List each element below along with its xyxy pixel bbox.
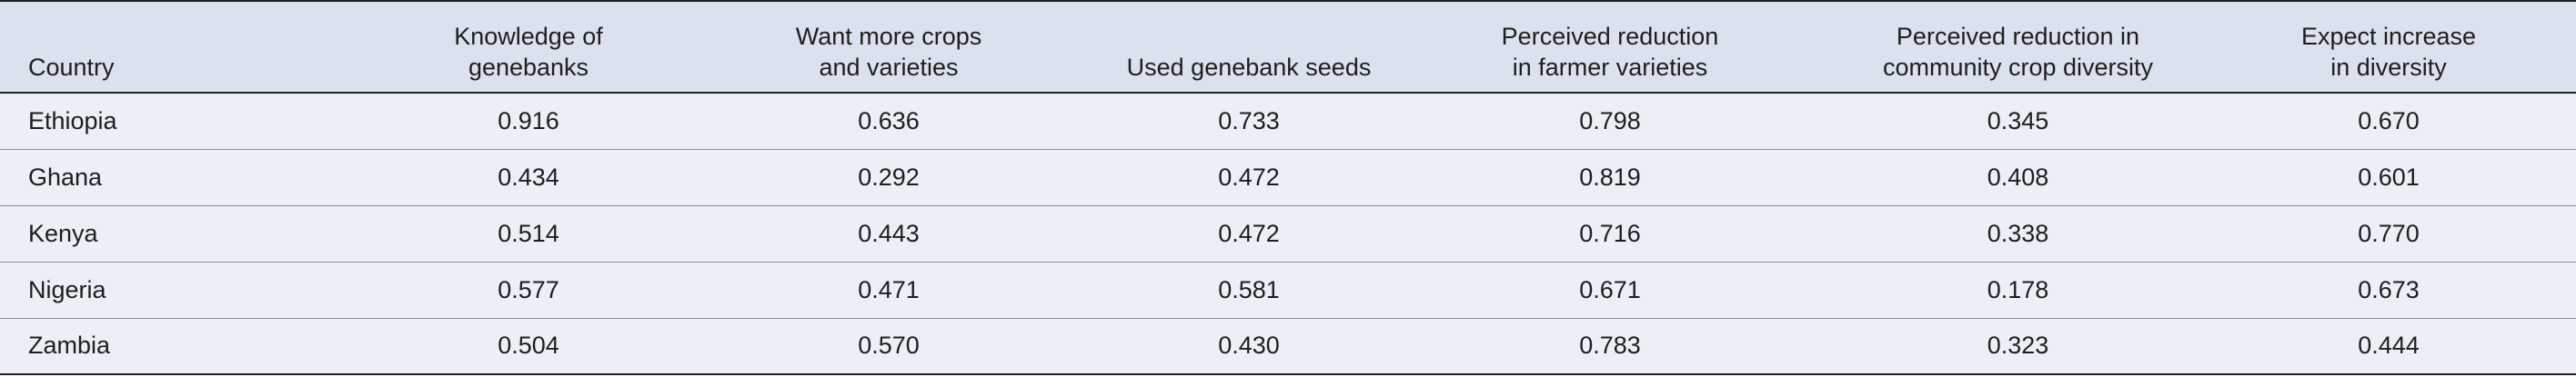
- value-cell: 0.345: [1835, 93, 2201, 150]
- table-row: Ghana 0.434 0.292 0.472 0.819 0.408 0.601: [0, 149, 2576, 206]
- value-cell: 0.673: [2201, 262, 2576, 319]
- header-row: Country Knowledge of genebanks Want more c…: [0, 0, 2576, 94]
- value-cell: 0.798: [1385, 93, 1835, 150]
- table-row: Ethiopia 0.916 0.636 0.733 0.798 0.345 0.670: [0, 93, 2576, 150]
- value-cell: 0.443: [665, 205, 1112, 263]
- country-cell: Ethiopia: [0, 93, 392, 150]
- country-cell: Ghana: [0, 149, 392, 206]
- column-header: Perceived reduction in community crop di…: [1835, 0, 2201, 94]
- value-cell: 0.581: [1112, 262, 1385, 319]
- value-cell: 0.670: [2201, 93, 2576, 150]
- value-cell: 0.916: [392, 93, 665, 150]
- country-cell: Nigeria: [0, 262, 392, 319]
- value-cell: 0.733: [1112, 93, 1385, 150]
- value-cell: 0.819: [1385, 149, 1835, 206]
- value-cell: 0.471: [665, 262, 1112, 319]
- table-header: Country Knowledge of genebanks Want more c…: [0, 0, 2576, 94]
- value-cell: 0.408: [1835, 149, 2201, 206]
- value-cell: 0.636: [665, 93, 1112, 150]
- value-cell: 0.577: [392, 262, 665, 319]
- country-cell: Kenya: [0, 205, 392, 263]
- table-row: Kenya 0.514 0.443 0.472 0.716 0.338 0.770: [0, 205, 2576, 263]
- value-cell: 0.444: [2201, 318, 2576, 375]
- value-cell: 0.514: [392, 205, 665, 263]
- value-cell: 0.783: [1385, 318, 1835, 375]
- country-cell: Zambia: [0, 318, 392, 375]
- column-header: Knowledge of genebanks: [392, 0, 665, 94]
- column-header: Used genebank seeds: [1112, 0, 1385, 94]
- value-cell: 0.338: [1835, 205, 2201, 263]
- value-cell: 0.292: [665, 149, 1112, 206]
- column-header: Country: [0, 0, 392, 94]
- table-row: Nigeria 0.577 0.471 0.581 0.671 0.178 0.673: [0, 262, 2576, 319]
- value-cell: 0.323: [1835, 318, 2201, 375]
- value-cell: 0.430: [1112, 318, 1385, 375]
- column-header: Want more crops and varieties: [665, 0, 1112, 94]
- value-cell: 0.472: [1112, 205, 1385, 263]
- value-cell: 0.601: [2201, 149, 2576, 206]
- value-cell: 0.716: [1385, 205, 1835, 263]
- column-header: Expect increase in diversity: [2201, 0, 2576, 94]
- table-row: Zambia 0.504 0.570 0.430 0.783 0.323 0.444: [0, 318, 2576, 375]
- value-cell: 0.472: [1112, 149, 1385, 206]
- value-cell: 0.770: [2201, 205, 2576, 263]
- value-cell: 0.434: [392, 149, 665, 206]
- value-cell: 0.671: [1385, 262, 1835, 319]
- table-body: Ethiopia 0.916 0.636 0.733 0.798 0.345 0.670 Gh…: [0, 93, 2576, 375]
- value-cell: 0.504: [392, 318, 665, 375]
- column-header: Perceived reduction in farmer varieties: [1385, 0, 1835, 94]
- value-cell: 0.570: [665, 318, 1112, 375]
- value-cell: 0.178: [1835, 262, 2201, 319]
